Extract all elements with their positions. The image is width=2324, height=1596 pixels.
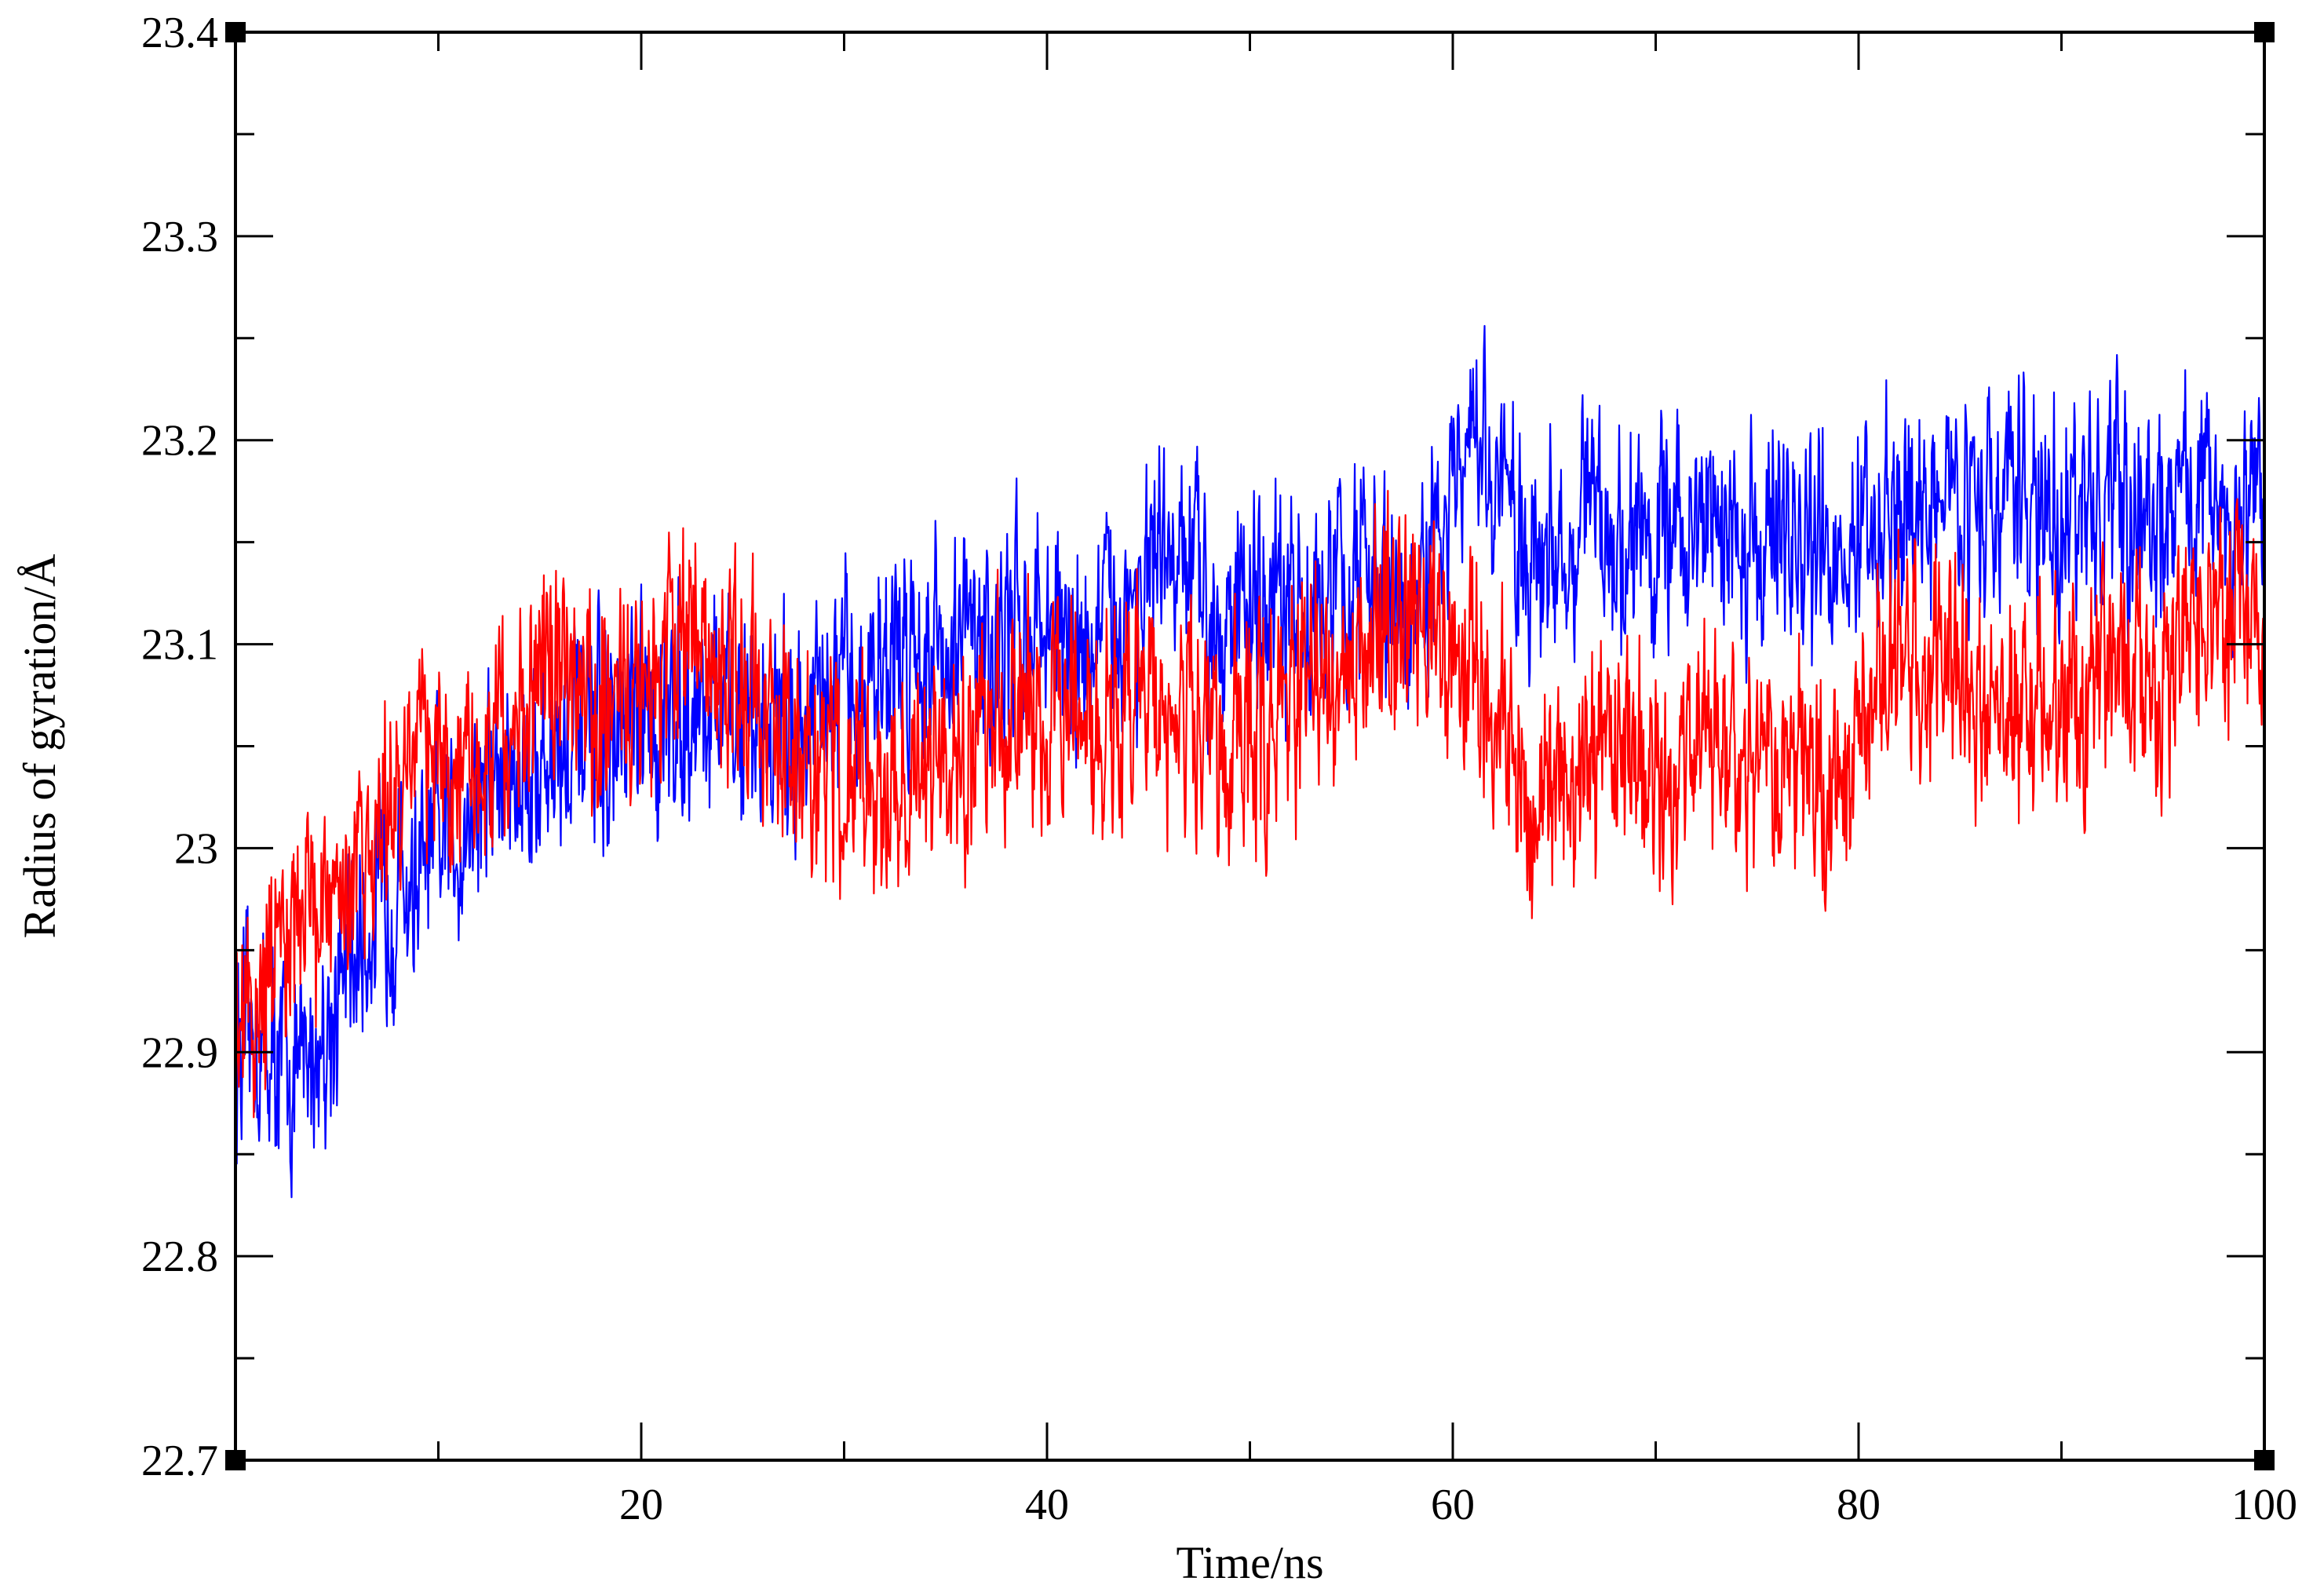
x-tick-label: 100 — [2231, 1481, 2297, 1529]
plot-frame — [234, 31, 2266, 1462]
x-tick-label: 80 — [1837, 1481, 1881, 1529]
y-tick-label: 22.8 — [141, 1233, 218, 1281]
y-tick-label: 23.1 — [141, 621, 218, 670]
x-axis-label: Time/ns — [1176, 1537, 1323, 1588]
x-tick-label: 40 — [1025, 1481, 1069, 1529]
y-tick-label: 23.2 — [141, 417, 218, 466]
y-axis-label: Radius of gyration/Å — [14, 554, 65, 939]
corner-marker — [225, 22, 246, 42]
y-tick-label: 22.7 — [141, 1437, 218, 1485]
y-tick-label: 23.3 — [141, 213, 218, 261]
tick-labels: 20 40 60 80 100 22.7 22.8 22.9 23 23.1 23.2 23.3 23.… — [141, 9, 2297, 1529]
series-line-2 — [235, 489, 2266, 1119]
corner-marker — [2254, 1450, 2275, 1470]
x-tick-label: 60 — [1431, 1481, 1475, 1529]
corner-markers — [225, 22, 2275, 1470]
y-tick-label: 23.4 — [141, 9, 218, 57]
x-tick-label: 20 — [619, 1481, 663, 1529]
series-layer — [234, 325, 2266, 1199]
y-tick-label: 22.9 — [141, 1028, 218, 1077]
y-tick-label: 23 — [174, 824, 218, 873]
corner-marker — [2254, 22, 2275, 42]
corner-marker — [225, 1450, 246, 1470]
